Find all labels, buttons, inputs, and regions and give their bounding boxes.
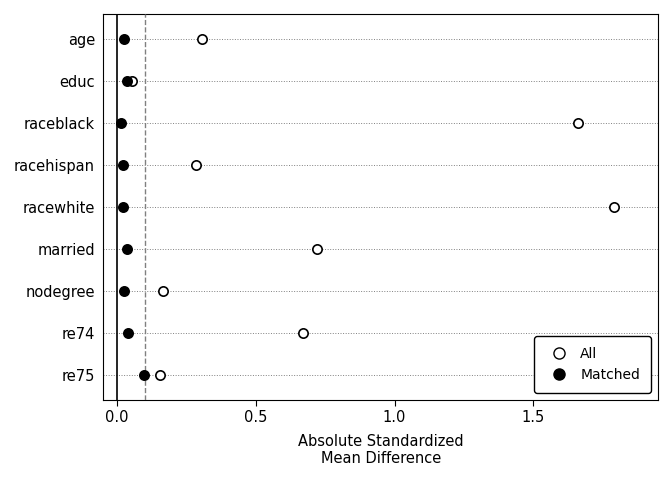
Legend: All, Matched: All, Matched: [534, 336, 651, 393]
Point: [119, 35, 130, 43]
Point: [127, 77, 138, 85]
Point: [155, 371, 165, 379]
Point: [138, 371, 149, 379]
Point: [608, 203, 619, 211]
Point: [121, 245, 132, 253]
X-axis label: Absolute Standardized
Mean Difference: Absolute Standardized Mean Difference: [298, 434, 464, 466]
Point: [312, 245, 323, 253]
Point: [123, 329, 134, 336]
Point: [157, 287, 168, 295]
Point: [119, 287, 130, 295]
Point: [122, 77, 133, 85]
Point: [573, 119, 583, 127]
Point: [116, 119, 126, 127]
Point: [191, 161, 202, 169]
Point: [298, 329, 308, 336]
Point: [118, 161, 128, 169]
Point: [197, 35, 208, 43]
Point: [118, 203, 128, 211]
